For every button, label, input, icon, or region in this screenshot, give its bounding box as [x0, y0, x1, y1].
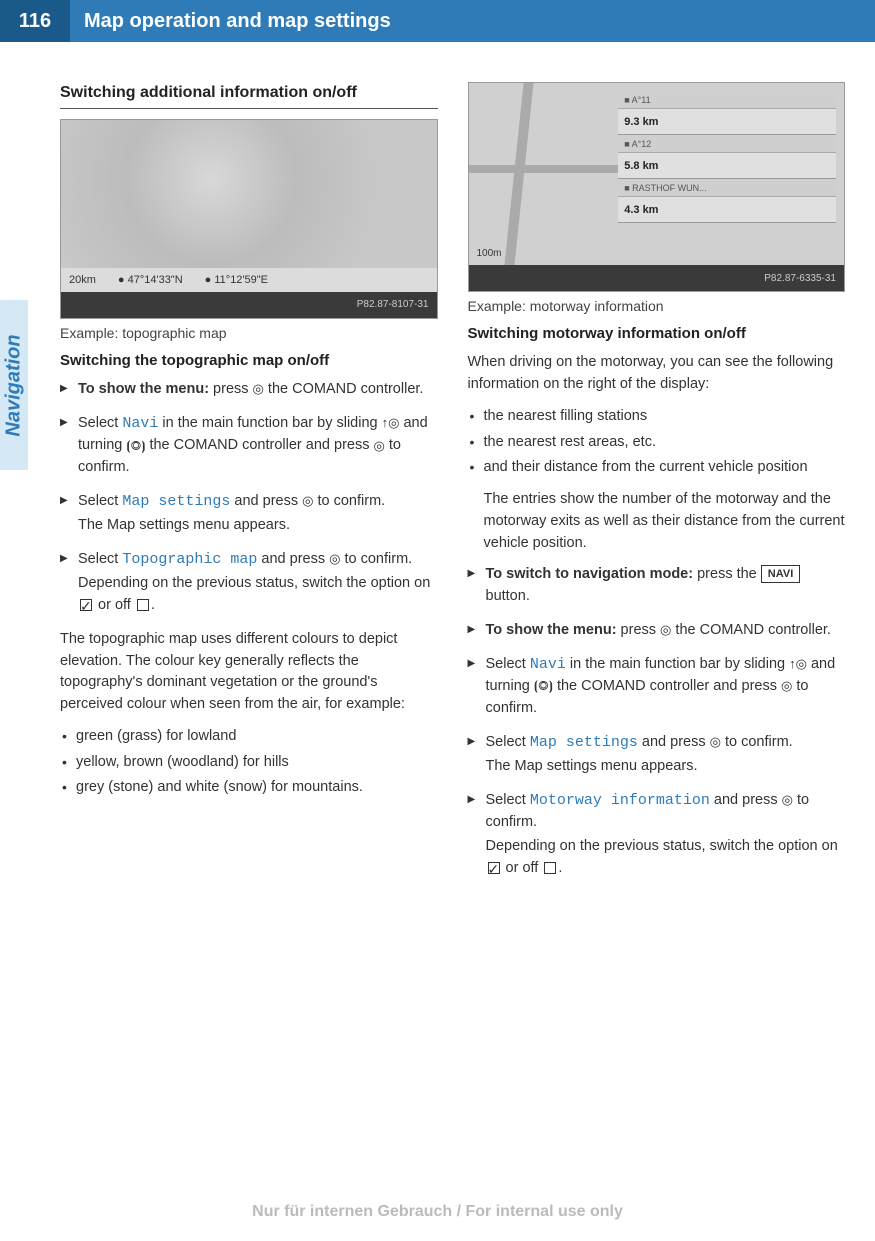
- mw-row-dist: 9.3 km: [618, 109, 836, 135]
- step-item: Select Navi in the main function bar by …: [468, 654, 846, 720]
- sub-title-right: Switching motorway information on/off: [468, 324, 846, 344]
- section-title-left: Switching additional information on/off: [60, 82, 438, 109]
- mw-row-dist: 5.8 km: [618, 153, 836, 179]
- step-list-right: To switch to navigation mode: press the …: [468, 564, 846, 879]
- fig-scale: 20km: [69, 274, 96, 286]
- figure-motorway-info: ■ A°119.3 km■ A°125.8 km■ RASTHOF WUN...…: [468, 82, 846, 292]
- step-list-left: To show the menu: press ◎ the COMAND con…: [60, 379, 438, 617]
- left-column: Switching additional information on/off …: [60, 82, 438, 892]
- side-tab: Navigation: [0, 300, 28, 470]
- figure-id: P82.87-8107-31: [357, 299, 429, 310]
- step-item: Select Map settings and press ◎ to confi…: [60, 491, 438, 537]
- figure-caption-right: Example: motorway information: [468, 298, 846, 314]
- bullet-item: the nearest rest areas, etc.: [468, 432, 846, 454]
- figure-topographic-map: 20km ● 47°14'33"N ● 11°12'59"E P82.87-81…: [60, 119, 438, 319]
- step-item: Select Topographic map and press ◎ to co…: [60, 549, 438, 617]
- fig-coord-lat: ● 47°14'33"N: [118, 274, 183, 286]
- right-column: ■ A°119.3 km■ A°125.8 km■ RASTHOF WUN...…: [468, 82, 846, 892]
- figure-caption-left: Example: topographic map: [60, 325, 438, 341]
- step-item: Select Motorway information and press ◎ …: [468, 790, 846, 880]
- step-item: To switch to navigation mode: press the …: [468, 564, 846, 608]
- content-area: Switching additional information on/off …: [0, 42, 875, 922]
- page-number: 116: [0, 0, 70, 42]
- mw-row-label: ■ RASTHOF WUN...: [618, 179, 836, 197]
- header-title: Map operation and map settings: [70, 0, 875, 42]
- step-item: Select Navi in the main function bar by …: [60, 413, 438, 479]
- step-item: Select Map settings and press ◎ to confi…: [468, 732, 846, 778]
- step-item: To show the menu: press ◎ the COMAND con…: [468, 620, 846, 642]
- bullet-list-left: green (grass) for lowland yellow, brown (…: [60, 726, 438, 799]
- side-tab-label: Navigation: [3, 334, 26, 436]
- bullet-item: green (grass) for lowland: [60, 726, 438, 748]
- figure-id-right: P82.87-6335-31: [764, 273, 836, 284]
- bullet-item: grey (stone) and white (snow) for mounta…: [60, 777, 438, 799]
- bullet-trail: The entries show the number of the motor…: [468, 489, 846, 554]
- footer-notice: Nur für internen Gebrauch / For internal…: [0, 1203, 875, 1221]
- bullet-item: the nearest filling stations: [468, 406, 846, 428]
- mw-row-label: ■ A°12: [618, 135, 836, 153]
- step-item: To show the menu: press ◎ the COMAND con…: [60, 379, 438, 401]
- fig-coord-lon: ● 11°12'59"E: [205, 274, 268, 286]
- bullet-list-right: the nearest filling stations the nearest …: [468, 406, 846, 479]
- body-text-left: The topographic map uses different colou…: [60, 629, 438, 716]
- mw-row-dist: 4.3 km: [618, 197, 836, 223]
- fig-scale-right: 100m: [477, 248, 502, 259]
- bullet-item: and their distance from the current vehi…: [468, 457, 846, 479]
- bullet-item: yellow, brown (woodland) for hills: [60, 752, 438, 774]
- mw-row-label: ■ A°11: [618, 91, 836, 109]
- sub-title-left: Switching the topographic map on/off: [60, 351, 438, 371]
- intro-text-right: When driving on the motorway, you can se…: [468, 352, 846, 396]
- page-header: 116 Map operation and map settings: [0, 0, 875, 42]
